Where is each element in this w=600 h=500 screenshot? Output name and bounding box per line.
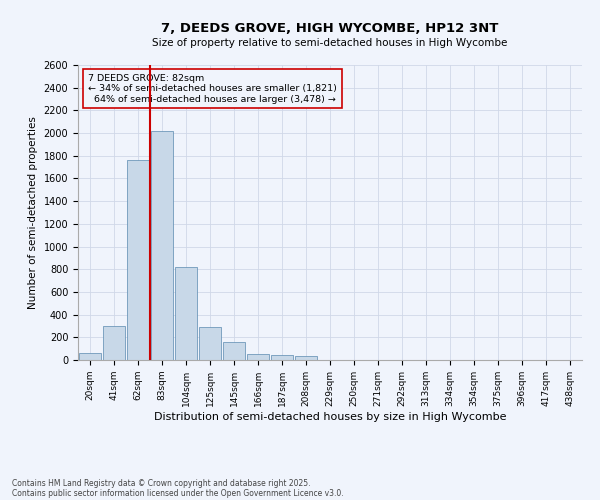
Bar: [223, 342, 245, 360]
Bar: [151, 131, 173, 360]
Text: Size of property relative to semi-detached houses in High Wycombe: Size of property relative to semi-detach…: [152, 38, 508, 48]
Text: Contains HM Land Registry data © Crown copyright and database right 2025.: Contains HM Land Registry data © Crown c…: [12, 478, 311, 488]
Bar: [199, 327, 221, 360]
X-axis label: Distribution of semi-detached houses by size in High Wycombe: Distribution of semi-detached houses by …: [154, 412, 506, 422]
Bar: [271, 355, 293, 360]
Text: 7 DEEDS GROVE: 82sqm
← 34% of semi-detached houses are smaller (1,821)
  64% of : 7 DEEDS GROVE: 82sqm ← 34% of semi-detac…: [88, 74, 337, 104]
Text: Contains public sector information licensed under the Open Government Licence v3: Contains public sector information licen…: [12, 488, 344, 498]
Y-axis label: Number of semi-detached properties: Number of semi-detached properties: [28, 116, 38, 309]
Bar: [175, 267, 197, 360]
Bar: [295, 356, 317, 360]
Bar: [103, 326, 125, 360]
Bar: [247, 354, 269, 360]
Text: 7, DEEDS GROVE, HIGH WYCOMBE, HP12 3NT: 7, DEEDS GROVE, HIGH WYCOMBE, HP12 3NT: [161, 22, 499, 36]
Bar: [79, 353, 101, 360]
Bar: [127, 160, 149, 360]
